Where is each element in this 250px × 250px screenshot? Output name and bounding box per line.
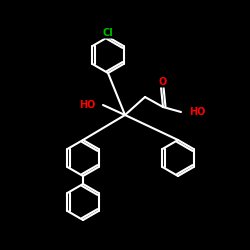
Text: HO: HO xyxy=(78,100,95,110)
Text: Cl: Cl xyxy=(103,28,114,38)
Text: O: O xyxy=(159,77,167,87)
Text: HO: HO xyxy=(189,107,206,117)
